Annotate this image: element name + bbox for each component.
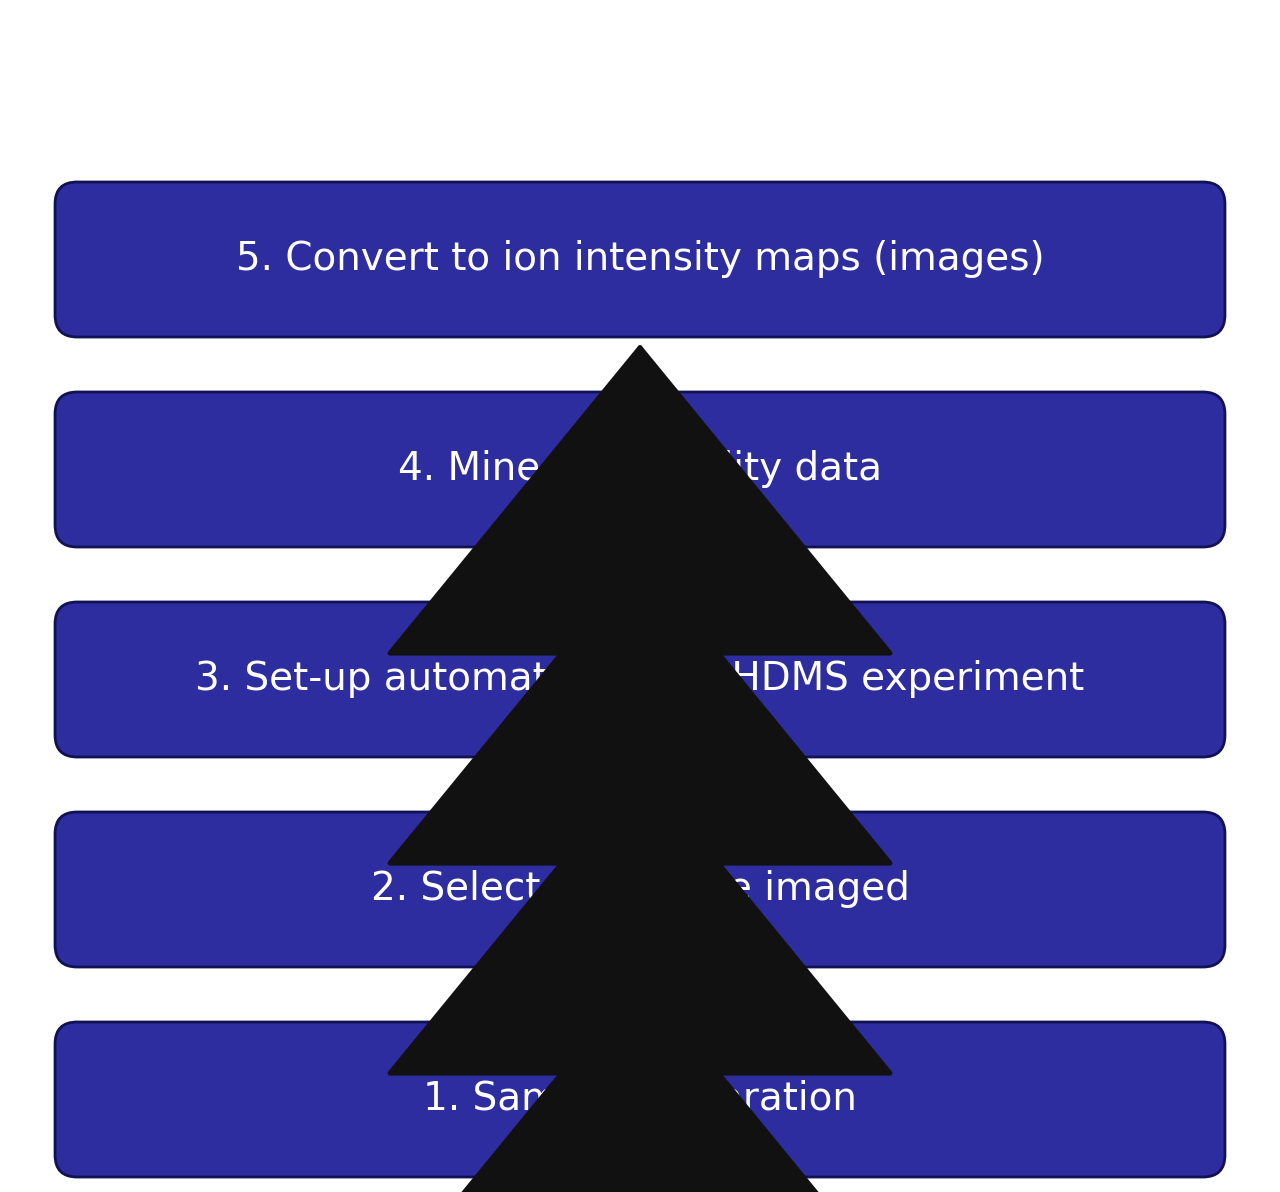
Text: 2. Select area to be imaged: 2. Select area to be imaged — [371, 870, 909, 908]
Text: 1. Sample preparation: 1. Sample preparation — [424, 1080, 856, 1118]
Text: 4. Mine ion-mobility data: 4. Mine ion-mobility data — [398, 451, 882, 489]
FancyBboxPatch shape — [55, 182, 1225, 337]
FancyBboxPatch shape — [55, 392, 1225, 547]
FancyBboxPatch shape — [55, 812, 1225, 967]
FancyBboxPatch shape — [55, 602, 1225, 757]
Text: 3. Set-up automated MS or HDMS experiment: 3. Set-up automated MS or HDMS experimen… — [196, 660, 1084, 699]
FancyBboxPatch shape — [55, 1022, 1225, 1177]
Text: 5. Convert to ion intensity maps (images): 5. Convert to ion intensity maps (images… — [236, 241, 1044, 279]
